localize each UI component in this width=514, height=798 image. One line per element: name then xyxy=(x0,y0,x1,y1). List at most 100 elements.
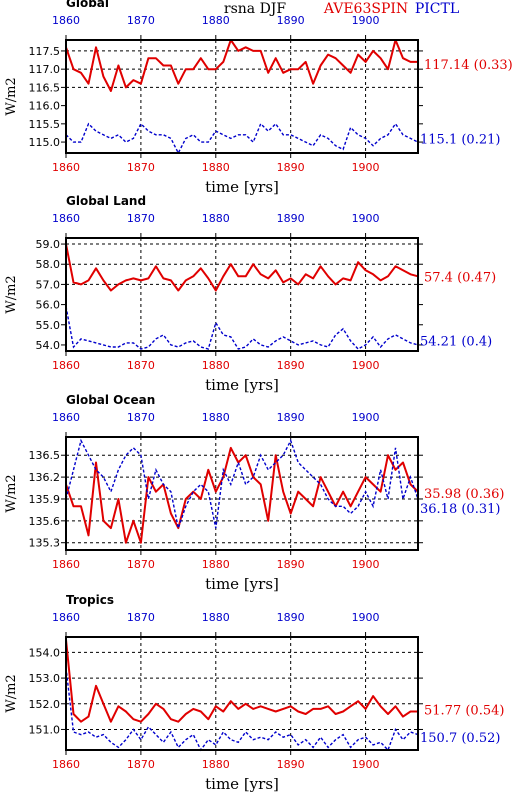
bottom-x-tick-label: 1890 xyxy=(277,758,305,771)
bottom-x-tick-label: 1890 xyxy=(277,161,305,174)
panel-title: Global Ocean xyxy=(66,393,155,407)
y-tick-label: 136.5 xyxy=(29,449,61,462)
x-axis-title: time [yrs] xyxy=(205,376,279,394)
ctl-series-line xyxy=(65,438,419,531)
top-x-tick-label: 1900 xyxy=(352,212,380,225)
top-x-tick-label: 1880 xyxy=(202,611,230,624)
y-tick-label: 57.0 xyxy=(36,278,61,291)
y-tick-label: 117.5 xyxy=(29,45,61,58)
top-x-tick-label: 1860 xyxy=(52,212,80,225)
top-x-tick-label: 1860 xyxy=(52,411,80,424)
bottom-x-tick-label: 1890 xyxy=(277,359,305,372)
top-x-tick-label: 1900 xyxy=(352,611,380,624)
top-x-tick-label: 1870 xyxy=(127,611,155,624)
chart-panel: Global 1860 1870 1880 1890 1900 117.5 117.0 116.… xyxy=(4,0,513,196)
exp-stat-label: 117.14 (0.33) xyxy=(424,58,513,73)
y-tick-label: 135.6 xyxy=(29,515,61,528)
panel-title: Global Land xyxy=(66,194,146,208)
panel-title: Tropics xyxy=(66,593,114,607)
bottom-x-tick-label: 1880 xyxy=(202,758,230,771)
chart-panel: Tropics 1860 1870 1880 1890 1900 154.0 153.0 152… xyxy=(4,593,504,793)
top-x-tick-label: 1890 xyxy=(277,14,305,27)
ctl-series-line xyxy=(65,122,419,155)
bottom-x-tick-label: 1900 xyxy=(352,359,380,372)
ctl-stat-label: 54.21 (0.4) xyxy=(420,335,492,350)
y-tick-label: 117.0 xyxy=(29,63,61,76)
plot-frame xyxy=(65,39,419,154)
ctl-stat-label: 150.7 (0.52) xyxy=(420,731,500,746)
y-tick-label: 135.9 xyxy=(29,493,61,506)
panel-title: Global xyxy=(66,0,109,10)
plot-frame xyxy=(65,237,419,352)
top-x-tick-label: 1860 xyxy=(52,611,80,624)
top-x-tick-label: 1880 xyxy=(202,411,230,424)
top-x-tick-label: 1890 xyxy=(277,611,305,624)
ctl-series-line xyxy=(65,667,419,752)
chart-panel: Global Land 1860 1870 1880 1890 1900 59.0 58.0 5… xyxy=(4,194,496,394)
y-tick-label: 58.0 xyxy=(36,258,61,271)
bottom-x-tick-label: 1860 xyxy=(52,359,80,372)
top-x-tick-label: 1890 xyxy=(277,212,305,225)
x-axis-title: time [yrs] xyxy=(205,575,279,593)
top-x-tick-label: 1890 xyxy=(277,411,305,424)
y-tick-label: 152.0 xyxy=(29,698,61,711)
y-tick-label: 55.0 xyxy=(36,319,61,332)
y-tick-label: 115.0 xyxy=(29,136,61,149)
y-tick-label: 115.5 xyxy=(29,118,61,131)
x-axis-title: time [yrs] xyxy=(205,178,279,196)
bottom-x-tick-label: 1880 xyxy=(202,161,230,174)
top-x-tick-label: 1900 xyxy=(352,411,380,424)
y-tick-label: 153.0 xyxy=(29,672,61,685)
panels: Global 1860 1870 1880 1890 1900 117.5 117.0 116.… xyxy=(4,0,513,793)
y-axis-title: W/m2 xyxy=(4,275,19,313)
bottom-x-tick-label: 1900 xyxy=(352,758,380,771)
variable-title: rsna DJF xyxy=(224,1,287,17)
top-x-tick-label: 1900 xyxy=(352,14,380,27)
y-axis-title: W/m2 xyxy=(4,77,19,115)
top-x-tick-label: 1870 xyxy=(127,411,155,424)
top-x-tick-label: 1860 xyxy=(52,14,80,27)
top-x-tick-label: 1880 xyxy=(202,212,230,225)
y-tick-label: 135.3 xyxy=(29,537,61,550)
top-x-tick-label: 1880 xyxy=(202,14,230,27)
ctl-stat-label: 115.1 (0.21) xyxy=(420,132,500,147)
y-tick-label: 116.0 xyxy=(29,100,61,113)
bottom-x-tick-label: 1860 xyxy=(52,161,80,174)
exp-series-line xyxy=(65,243,419,292)
bottom-x-tick-label: 1890 xyxy=(277,558,305,571)
ctl-series-line xyxy=(65,306,419,350)
chart-panel: Global Ocean 1860 1870 1880 1890 1900 136.5 136… xyxy=(4,393,504,593)
y-axis-title: W/m2 xyxy=(4,674,19,712)
exp-stat-label: 35.98 (0.36) xyxy=(424,487,504,502)
y-axis-title: W/m2 xyxy=(4,474,19,512)
exp-stat-label: 51.77 (0.54) xyxy=(424,704,504,719)
y-tick-label: 154.0 xyxy=(29,646,61,659)
exp-stat-label: 57.4 (0.47) xyxy=(424,270,496,285)
exp-series-line xyxy=(65,639,418,723)
bottom-x-tick-label: 1900 xyxy=(352,161,380,174)
bottom-x-tick-label: 1870 xyxy=(127,161,155,174)
exp-series-line xyxy=(65,39,418,92)
plot-frame xyxy=(65,436,419,551)
top-x-tick-label: 1870 xyxy=(127,14,155,27)
bottom-x-tick-label: 1860 xyxy=(52,558,80,571)
bottom-x-tick-label: 1870 xyxy=(127,359,155,372)
bottom-x-tick-label: 1860 xyxy=(52,758,80,771)
bottom-x-tick-label: 1870 xyxy=(127,758,155,771)
y-tick-label: 116.5 xyxy=(29,81,61,94)
top-x-tick-label: 1870 xyxy=(127,212,155,225)
y-tick-label: 136.2 xyxy=(29,471,61,484)
bottom-x-tick-label: 1900 xyxy=(352,558,380,571)
bottom-x-tick-label: 1880 xyxy=(202,359,230,372)
y-tick-label: 54.0 xyxy=(36,339,61,352)
bottom-x-tick-label: 1870 xyxy=(127,558,155,571)
ctl-stat-label: 36.18 (0.31) xyxy=(420,502,500,517)
ctl-experiment-label: PICTL xyxy=(415,1,459,17)
plot-frame xyxy=(65,636,419,751)
y-tick-label: 56.0 xyxy=(36,299,61,312)
y-tick-label: 59.0 xyxy=(36,238,61,251)
bottom-x-tick-label: 1880 xyxy=(202,558,230,571)
exp-series-line xyxy=(65,446,419,544)
y-tick-label: 151.0 xyxy=(29,723,61,736)
